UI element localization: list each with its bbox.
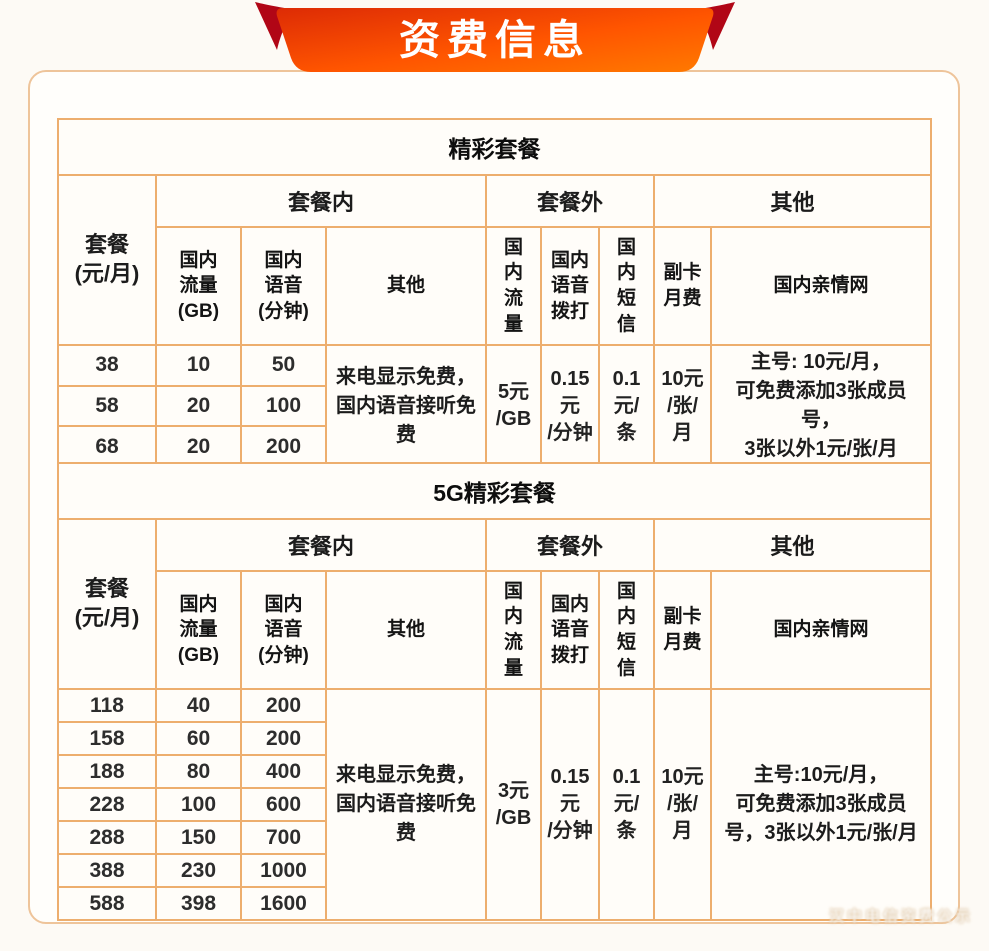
table-row: 588 398 1600 [57,886,931,921]
group-header-row: 套餐 (元/月) 套餐内 套餐外 其他 [57,174,933,346]
data-gb-cell: 80 [155,754,242,789]
family-network-cell: 主号: 10元/月， 可免费添加3张成员号， 3张以外1元/张/月 [709,344,933,468]
overage-data-cell: 5元 /GB [485,344,542,468]
other-benefits-cell: 来电显示免费，国内语音接听免费 [325,688,487,921]
plan-price-cell: 118 [57,688,157,723]
plan-column-header: 套餐 (元/月) [57,174,157,346]
group-out-package: 套餐外 [485,174,655,228]
overage-sms-cell: 0.1 元/ 条 [598,344,655,468]
header-other: 其他 [325,570,487,690]
table-title: 5G精彩套餐 [56,462,933,520]
table-row: 188 80 400 [57,754,931,789]
overage-voice-cell: 0.15 元 /分钟 [540,688,600,921]
header-family-network: 国内亲情网 [709,226,933,346]
header-other: 其他 [325,226,487,346]
table-row: 38 10 50 来电显示免费，国内语音接听免费 5元 /GB 0.15 元 /分钟 0.1… [57,344,933,468]
data-gb-cell: 40 [155,688,242,723]
voice-min-cell: 1600 [240,886,327,921]
plan-price-cell: 158 [57,721,157,756]
overage-voice-cell: 0.15 元 /分钟 [540,344,600,468]
ribbon-body [276,8,714,72]
header-overage-sms: 国 内 短 信 [598,226,655,346]
plan-column-header: 套餐 (元/月) [57,518,157,690]
group-in-package: 套餐内 [155,174,487,228]
header-domestic-voice: 国内 语音 (分钟) [240,570,327,690]
table-title-row: 精彩套餐 [56,118,933,176]
column-header-row: 国内 流量 (GB) 国内 语音 (分钟) 其他 国 内 流 量 国内 语音 拨… [58,570,933,690]
table-title: 精彩套餐 [56,118,933,176]
data-gb-cell: 60 [155,721,242,756]
voice-min-cell: 200 [240,425,327,468]
table-row: 158 60 200 [57,721,931,756]
header-subcard-fee: 副卡 月费 [653,226,712,346]
data-gb-cell: 10 [155,344,242,387]
header-overage-data: 国 内 流 量 [485,570,542,690]
table-row: 118 40 200 来电显示免费，国内语音接听免费 3元 /GB 0.15 元 /分钟 0… [57,688,933,921]
header-domestic-voice: 国内 语音 (分钟) [240,226,327,346]
overage-data-cell: 3元 /GB [485,688,542,921]
data-gb-cell: 150 [155,820,242,855]
data-gb-cell: 20 [155,425,242,468]
column-header-row: 国内 流量 (GB) 国内 语音 (分钟) 其他 国 内 流 量 国内 语音 拨… [58,226,933,346]
header-overage-voice: 国内 语音 拨打 [540,570,600,690]
group-other: 其他 [652,174,933,228]
title-ribbon: 资费信息 [255,2,735,72]
page-title: 资费信息 [399,17,591,63]
table-row: 288 150 700 [57,820,931,855]
watermark: 汉中电信资费公示 [828,908,973,925]
plan-price-cell: 58 [57,384,157,428]
overage-sms-cell: 0.1 元/ 条 [598,688,655,921]
family-network-cell: 主号:10元/月， 可免费添加3张成员 号，3张以外1元/张/月 [709,688,933,921]
header-overage-voice: 国内 语音 拨打 [540,226,600,346]
voice-min-cell: 100 [240,384,327,428]
subcard-fee-cell: 10元 /张/ 月 [653,688,712,921]
table-row: 228 100 600 [57,787,931,822]
table-row: 58 20 100 [57,384,931,428]
voice-min-cell: 1000 [240,853,327,888]
group-in-package: 套餐内 [155,518,487,572]
data-gb-cell: 20 [155,384,242,428]
data-gb-cell: 398 [155,886,242,921]
plan-table-5g: 5G精彩套餐 套餐 (元/月) 套餐内 套餐外 其他 国内 流量 (GB) 国内… [56,462,933,921]
header-domestic-data: 国内 流量 (GB) [155,570,242,690]
plan-price-cell: 388 [57,853,157,888]
data-gb-cell: 230 [155,853,242,888]
header-subcard-fee: 副卡 月费 [653,570,712,690]
group-out-package: 套餐外 [485,518,655,572]
header-family-network: 国内亲情网 [709,570,933,690]
plan-price-cell: 188 [57,754,157,789]
data-gb-cell: 100 [155,787,242,822]
voice-min-cell: 700 [240,820,327,855]
plan-price-cell: 588 [57,886,157,921]
plan-price-cell: 68 [57,425,157,468]
table-title-row: 5G精彩套餐 [56,462,933,520]
group-other: 其他 [652,518,933,572]
voice-min-cell: 400 [240,754,327,789]
voice-min-cell: 600 [240,787,327,822]
voice-min-cell: 200 [240,721,327,756]
plan-table-basic: 精彩套餐 套餐 (元/月) 套餐内 套餐外 其他 国内 流量 (GB) 国内 语… [56,118,933,468]
group-header-row: 套餐 (元/月) 套餐内 套餐外 其他 [57,518,933,690]
table-row: 388 230 1000 [57,853,931,888]
other-benefits-cell: 来电显示免费，国内语音接听免费 [325,344,487,468]
header-overage-data: 国 内 流 量 [485,226,542,346]
plan-price-cell: 288 [57,820,157,855]
plan-price-cell: 38 [57,344,157,387]
header-overage-sms: 国 内 短 信 [598,570,655,690]
voice-min-cell: 50 [240,344,327,387]
plan-price-cell: 228 [57,787,157,822]
header-domestic-data: 国内 流量 (GB) [155,226,242,346]
subcard-fee-cell: 10元 /张/ 月 [653,344,712,468]
voice-min-cell: 200 [240,688,327,723]
